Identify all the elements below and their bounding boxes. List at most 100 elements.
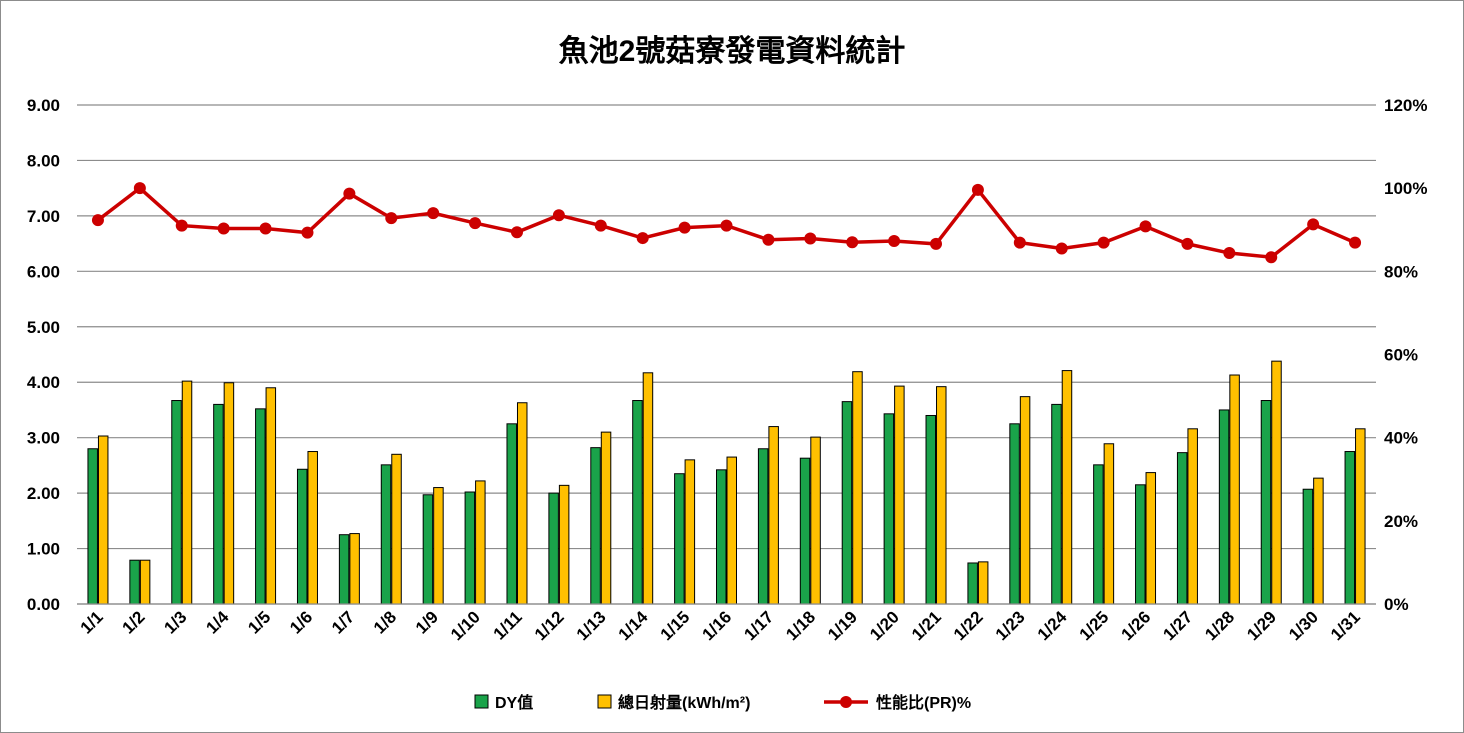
pr-point — [259, 222, 272, 235]
bar — [380, 464, 392, 605]
bar — [97, 435, 109, 605]
legend-swatch — [474, 694, 489, 709]
y-tick-label: 0.00 — [27, 595, 60, 614]
bar — [642, 372, 654, 605]
x-tick-label: 1/19 — [824, 607, 861, 644]
x-tick-label: 1/31 — [1327, 607, 1364, 644]
bar — [338, 534, 350, 605]
y-tick-label: 6.00 — [27, 262, 60, 281]
x-tick-label: 1/12 — [531, 607, 568, 644]
x-tick-label: 1/5 — [244, 607, 274, 637]
pr-point — [385, 212, 398, 225]
pr-point — [343, 187, 356, 200]
x-tick-label: 1/25 — [1076, 607, 1113, 644]
bar — [1260, 400, 1272, 605]
x-tick-label: 1/10 — [447, 607, 484, 644]
x-tick-label: 1/18 — [782, 607, 819, 644]
bar — [296, 468, 308, 605]
bar — [810, 436, 821, 605]
bar — [139, 559, 151, 605]
bar — [1145, 472, 1157, 605]
line-series — [91, 182, 1362, 264]
x-tick-label: 1/1 — [77, 607, 107, 637]
bar — [716, 469, 727, 605]
y-tick-label: 5.00 — [27, 318, 60, 337]
pr-point — [804, 232, 817, 245]
bar — [600, 431, 612, 605]
bar — [726, 456, 737, 605]
pr-point — [510, 226, 523, 239]
pr-point — [971, 183, 984, 196]
pr-point — [888, 234, 901, 247]
pr-point — [1097, 236, 1110, 249]
x-tick-label: 1/29 — [1243, 607, 1280, 644]
pr-point — [720, 219, 733, 232]
pr-point — [930, 237, 943, 250]
y-tick-label: 3.00 — [27, 429, 60, 448]
legend-label: 性能比(PR)% — [876, 693, 971, 712]
x-tick-label: 1/26 — [1118, 607, 1155, 644]
pr-point — [846, 236, 859, 249]
bar — [1187, 428, 1198, 605]
x-tick-label: 1/6 — [286, 607, 316, 637]
x-tick-label: 1/17 — [740, 607, 777, 644]
y-tick-label: 7.00 — [27, 207, 60, 226]
y-tick-label: 4.00 — [27, 373, 60, 392]
bar — [1051, 403, 1062, 605]
pr-point — [469, 217, 482, 230]
x-tick-label: 1/23 — [992, 607, 1029, 644]
bar — [307, 451, 318, 605]
bar — [1093, 464, 1104, 605]
bar — [255, 408, 266, 605]
bar — [925, 414, 937, 605]
bar — [1313, 477, 1324, 605]
pr-point — [217, 222, 230, 235]
y2-tick-label: 120% — [1384, 96, 1427, 115]
bar — [936, 386, 947, 605]
bar — [1271, 360, 1282, 605]
bar — [1176, 452, 1188, 605]
x-tick-label: 1/22 — [950, 607, 987, 644]
y2-tick-label: 20% — [1384, 512, 1418, 531]
bar — [433, 487, 444, 605]
pr-point — [427, 207, 440, 220]
chart-title: 魚池2號菇寮發電資料統計 — [559, 34, 906, 68]
bar — [181, 380, 193, 605]
bar — [265, 387, 277, 605]
pr-point — [1013, 236, 1026, 249]
x-tick-label: 1/13 — [573, 607, 610, 644]
bar — [1344, 451, 1356, 605]
y2-tick-label: 40% — [1384, 429, 1418, 448]
pr-point — [762, 233, 775, 246]
pr-point — [1139, 220, 1152, 233]
pr-point — [1349, 236, 1362, 249]
pr-point — [678, 221, 691, 234]
legend: DY值 總日射量(kWh/m²) 性能比(PR)% — [474, 693, 971, 712]
bar — [349, 533, 360, 605]
x-tick-label: 1/15 — [657, 607, 694, 644]
x-tick-label: 1/30 — [1285, 607, 1322, 644]
y2-tick-label: 80% — [1384, 262, 1418, 281]
y-tick-label: 1.00 — [27, 540, 60, 559]
x-tick-label: 1/16 — [698, 607, 735, 644]
x-tick-label: 1/3 — [160, 607, 190, 637]
x-tick-label: 1/20 — [866, 607, 903, 644]
bar — [558, 484, 570, 605]
y-tick-label: 9.00 — [27, 96, 60, 115]
bar — [516, 402, 528, 605]
bar — [632, 400, 643, 605]
pr-point — [301, 226, 314, 239]
bar — [1229, 374, 1240, 605]
pr-point — [1055, 242, 1068, 255]
bar — [171, 400, 182, 605]
bar — [757, 448, 769, 605]
x-tick-label: 1/14 — [615, 607, 652, 644]
y-tick-label: 2.00 — [27, 484, 60, 503]
x-tick-label: 1/27 — [1159, 607, 1196, 644]
bar — [1061, 370, 1073, 605]
bar-series — [87, 360, 1366, 605]
bar — [977, 561, 989, 605]
x-tick-label: 1/8 — [370, 607, 400, 637]
